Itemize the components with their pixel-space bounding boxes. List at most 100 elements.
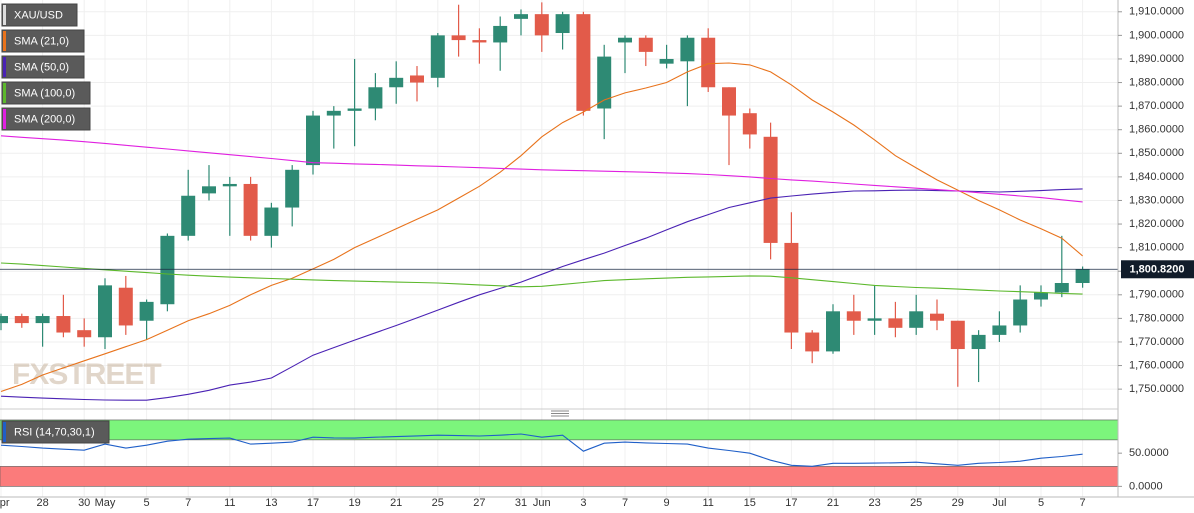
candle-body: [1054, 283, 1069, 293]
candle-body: [805, 332, 820, 352]
candle-body: [472, 40, 487, 43]
candle-body: [638, 37, 653, 52]
candle-body: [181, 195, 196, 236]
legend-item[interactable]: RSI (14,70,30,1): [1, 420, 110, 444]
candle-body: [576, 14, 591, 111]
candle-body: [202, 186, 216, 194]
x-tick-label: 5: [1038, 497, 1044, 509]
legend-label: XAU/USD: [14, 9, 63, 21]
candle-body: [410, 75, 424, 83]
x-tick-label: 11: [702, 497, 713, 509]
x-tick-label: May: [95, 497, 116, 509]
candle-body: [56, 316, 71, 333]
legend-swatch: [3, 57, 6, 77]
x-tick-label: Jul: [992, 497, 1006, 509]
y-tick-label: 1,780.0000: [1129, 312, 1184, 324]
candle-body: [389, 77, 404, 88]
x-tick-label: 11: [224, 497, 235, 509]
candle-body: [742, 113, 757, 135]
legend-box: [1, 29, 85, 53]
candle-body: [368, 87, 383, 109]
watermark: FXSTREET: [12, 358, 161, 391]
candle-body: [243, 183, 258, 236]
x-tick-label: 25: [432, 497, 444, 509]
legend-swatch: [3, 31, 6, 51]
y-tick-label: 50.0000: [1129, 447, 1169, 459]
legend-item[interactable]: SMA (50,0): [1, 55, 85, 79]
candle-body: [722, 87, 736, 116]
x-tick-label: 30: [78, 497, 90, 509]
y-tick-label: 1,760.0000: [1129, 359, 1184, 371]
candle-body: [534, 14, 549, 36]
candle-body: [264, 207, 279, 236]
legend-label: SMA (50,0): [14, 61, 69, 73]
candle-body: [35, 316, 50, 324]
rsi-panel: [0, 419, 1118, 487]
candle-body: [451, 35, 466, 41]
x-tick-label: 9: [664, 497, 670, 509]
x-tick-label: 13: [265, 497, 277, 509]
x-tick-label: 19: [348, 497, 360, 509]
x-tick-label: 7: [185, 497, 191, 509]
candle-body: [909, 311, 924, 328]
y-tick-label: 1,820.0000: [1129, 218, 1184, 230]
legend-box: [1, 107, 91, 131]
legend-item[interactable]: SMA (21,0): [1, 29, 85, 53]
axes: Apr 28 30 May 5 7 11 13 17 19 21 25 27 31 Jun 3 7 9 11 15 17…: [0, 6, 1194, 509]
x-tick-label: 21: [827, 497, 839, 509]
y-tick-label: 1,810.0000: [1129, 242, 1184, 254]
legend-item[interactable]: SMA (100,0): [1, 81, 91, 105]
x-tick-label: 15: [744, 497, 756, 509]
y-tick-label: 1,830.0000: [1129, 194, 1184, 206]
y-tick-label: 1,900.0000: [1129, 29, 1184, 41]
candle-body: [14, 316, 29, 324]
candle-body: [867, 318, 882, 321]
candle-body: [971, 334, 986, 350]
candle-body: [306, 115, 320, 166]
legend-label: SMA (200,0): [14, 113, 75, 125]
candle-body: [992, 325, 1007, 335]
candle-body: [514, 14, 528, 19]
candle-body: [763, 136, 778, 243]
x-tick-label: Apr: [0, 497, 10, 509]
candle-body: [430, 35, 445, 78]
y-tick-label: 1,890.0000: [1129, 53, 1184, 65]
legend-item[interactable]: SMA (200,0): [1, 107, 91, 131]
legend-swatch: [3, 5, 6, 25]
overbought-band: [0, 419, 1118, 441]
legend-box: [1, 81, 91, 105]
legend-box: [1, 420, 110, 444]
series-line: [0, 188, 1083, 401]
y-tick-label: 1,850.0000: [1129, 147, 1184, 159]
candle-body: [555, 14, 570, 34]
legend-label: SMA (100,0): [14, 87, 75, 99]
last-price-label: 1,800.8200: [1129, 264, 1184, 276]
candle-body: [618, 37, 632, 43]
candle-body: [826, 311, 840, 352]
x-tick-label: 17: [307, 497, 319, 509]
legend-swatch: [3, 109, 6, 129]
legend-swatch: [3, 422, 6, 442]
candle-body: [98, 285, 112, 338]
x-tick-label: 3: [580, 497, 586, 509]
x-tick-label: 29: [952, 497, 964, 509]
candle-body: [701, 37, 716, 88]
y-tick-label: 1,910.0000: [1129, 6, 1184, 18]
price-panel: [0, 2, 1118, 401]
series-line: [0, 135, 1083, 203]
x-tick-label: Jun: [533, 497, 551, 509]
resize-handle[interactable]: [551, 410, 569, 417]
candle-body: [347, 108, 362, 111]
series-line: [0, 433, 1083, 467]
candle-body: [285, 169, 300, 208]
x-tick-label: 28: [36, 497, 48, 509]
candle-body: [139, 301, 154, 321]
candle-body: [680, 37, 695, 62]
legend-item[interactable]: XAU/USD: [1, 3, 78, 27]
x-tick-label: 17: [785, 497, 797, 509]
x-tick-label: 23: [868, 497, 880, 509]
y-tick-label: 1,870.0000: [1129, 100, 1184, 112]
y-tick-label: 1,860.0000: [1129, 124, 1184, 136]
candle-body: [77, 330, 92, 338]
